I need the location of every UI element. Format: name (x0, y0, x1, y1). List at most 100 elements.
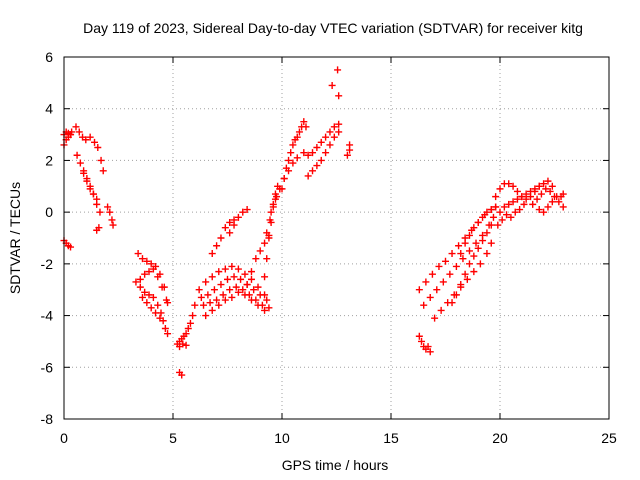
data-point-prn-q-1 (206, 299, 214, 307)
data-point-prn-t-1 (230, 221, 238, 229)
x-tick-label-1: 5 (169, 430, 177, 446)
data-point-prn-y-1 (280, 175, 288, 183)
data-point-prn-ad-2 (346, 141, 354, 149)
data-point-prn-j-7 (161, 325, 169, 332)
data-point-prn-ae-4 (424, 343, 432, 351)
y-tick-label-7: 6 (45, 49, 53, 65)
data-point-prn-ao-1 (498, 216, 506, 224)
data-point-prn-aa-0 (304, 172, 312, 180)
data-point-prn-j-0 (136, 283, 144, 291)
data-point-prn-ai-8 (483, 229, 491, 237)
x-tick-label-0: 0 (60, 430, 68, 446)
data-point-prn-w-1 (266, 216, 274, 224)
data-point-prn-z-4 (317, 138, 325, 146)
data-point-prn-z-2 (309, 149, 317, 157)
data-point-prn-e-1 (83, 177, 91, 185)
data-point-prn-i-3 (147, 260, 155, 268)
data-point-prn-ac-0 (328, 81, 336, 89)
data-point-prn-s-2 (217, 234, 225, 242)
data-point-prn-aa-7 (335, 128, 343, 136)
data-point-prn-o-0 (195, 286, 203, 294)
data-point-prn-g-3 (109, 221, 117, 229)
data-point-prn-o-4 (221, 265, 229, 273)
data-point-prn-m-1 (179, 340, 187, 348)
data-point-prn-c-7 (97, 156, 105, 164)
y-tick-label-1: -6 (41, 359, 54, 375)
data-point-prn-ag-6 (459, 255, 467, 263)
data-point-prn-ai-2 (457, 281, 465, 289)
data-point-prn-ab-3 (302, 123, 310, 131)
data-point-prn-ac-1 (334, 66, 342, 74)
data-point-prn-b-3 (67, 243, 75, 251)
data-point-prn-aj-4 (474, 218, 482, 226)
data-point-prn-aa-6 (330, 133, 338, 141)
data-point-prn-ah-9 (487, 239, 495, 247)
data-point-prn-z-5 (322, 133, 330, 141)
data-point-prn-d-1 (76, 159, 84, 167)
data-point-prn-al-11 (544, 177, 552, 185)
data-point-prn-ap-3 (520, 200, 528, 208)
data-point-prn-aj-7 (487, 206, 495, 214)
data-point-prn-ag-0 (420, 301, 428, 309)
data-point-prn-k-4 (156, 314, 164, 322)
data-point-prn-k-1 (143, 299, 151, 307)
data-point-prn-ag-4 (446, 270, 454, 278)
data-point-prn-ai-3 (461, 270, 469, 278)
data-point-prn-z-6 (326, 128, 334, 136)
data-point-prn-y-3 (285, 156, 293, 164)
data-point-prn-a2-3 (67, 131, 75, 139)
data-point-prn-al-4 (513, 195, 521, 203)
data-point-prn-aa-2 (313, 162, 321, 170)
data-point-prn-al-0 (496, 208, 504, 216)
data-point-prn-ab-0 (295, 128, 303, 136)
data-point-prn-e-2 (86, 185, 94, 193)
y-tick-label-4: 0 (45, 204, 53, 220)
y-tick-label-0: -8 (41, 411, 54, 427)
data-point-prn-ai-7 (479, 237, 487, 245)
data-point-prn-aj-3 (470, 224, 478, 232)
data-point-prn-h-3 (145, 268, 153, 276)
data-point-prn-aa-1 (309, 167, 317, 175)
y-axis-label: SDTVAR / TECUs (7, 182, 23, 294)
data-point-prn-o-3 (215, 268, 223, 276)
data-point-prn-ai-5 (470, 252, 478, 260)
data-point-prn-aj-8 (492, 203, 500, 211)
data-point-prn-ae-0 (415, 332, 423, 340)
data-point-prn-k-2 (147, 304, 155, 312)
data-point-prn-ag-11 (489, 213, 497, 221)
data-point-prn-y-0 (278, 185, 286, 193)
data-point-prn-am-6 (555, 198, 563, 206)
data-point-prn-r-8 (254, 301, 262, 309)
data-point-prn-k-0 (138, 293, 146, 301)
data-point-prn-j-1 (141, 288, 149, 296)
data-point-prn-ag-3 (439, 278, 447, 286)
data-point-prn-al-10 (540, 180, 548, 188)
data-point-prn-p-4 (224, 275, 231, 283)
data-point-prn-x-5 (289, 159, 297, 167)
data-point-prn-af-5 (448, 250, 456, 258)
data-point-prn-p-1 (204, 291, 212, 299)
x-tick-label-2: 10 (274, 430, 290, 446)
data-point-prn-r-7 (247, 296, 255, 304)
data-point-prn-v-1 (263, 255, 271, 263)
data-point-prn-z-1 (304, 151, 312, 159)
data-point-prn-h-1 (136, 275, 144, 283)
data-point-prn-af-4 (442, 257, 449, 265)
data-point-prn-y-7 (293, 133, 301, 141)
data-point-prn-r-6 (241, 291, 249, 299)
data-point-prn-j-3 (149, 293, 157, 301)
data-point-prn-z-7 (330, 123, 338, 131)
data-point-prn-d-0 (73, 151, 81, 159)
data-point-prn-l-8 (191, 301, 199, 309)
data-point-prn-l-6 (186, 319, 194, 327)
data-point-prn-z-3 (313, 144, 321, 151)
data-point-prn-g-2 (108, 216, 116, 224)
data-point-prn-k-3 (152, 309, 160, 317)
data-point-prn-f-1 (95, 224, 103, 232)
data-point-prn-q-5 (232, 283, 240, 291)
data-point-prn-r-2 (215, 301, 223, 309)
data-point-prn-e-3 (89, 190, 97, 198)
data-point-prn-ac-2 (335, 92, 343, 100)
data-point-prn-e-5 (96, 208, 104, 216)
data-point-prn-i-2 (143, 257, 151, 265)
